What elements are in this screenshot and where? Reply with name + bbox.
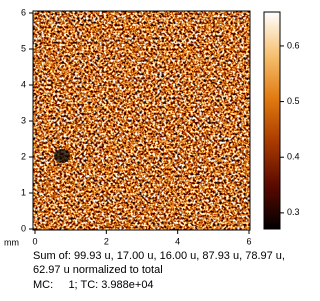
caption-line: 62.97 u normalized to total — [33, 264, 163, 276]
colorbar-tick-label: 0.6 — [287, 40, 300, 50]
colorbar — [263, 11, 281, 230]
x-tick-label: 4 — [175, 236, 180, 246]
x-axis-label: mm — [4, 237, 19, 247]
x-tick-label: 6 — [246, 236, 251, 246]
caption-line: Sum of: 99.93 u, 17.00 u, 16.00 u, 87.93… — [33, 250, 285, 262]
y-tick-label: 3 — [21, 115, 26, 125]
y-tick-label: 4 — [21, 79, 26, 89]
x-tick-label: 2 — [104, 236, 109, 246]
caption-line: MC: 1; TC: 3.988e+04 — [33, 279, 154, 291]
page: {"chart_data": { "type": "heatmap", "xli… — [4, 7, 300, 291]
chart: mm Sum of: 99.93 u, 17.00 u, 16.00 u, 87… — [4, 7, 300, 291]
y-tick-label: 2 — [21, 151, 26, 161]
y-tick-label: 1 — [21, 187, 26, 197]
y-tick-label: 6 — [21, 7, 26, 17]
y-tick-label: 0 — [21, 223, 26, 233]
x-tick-label: 0 — [32, 236, 37, 246]
y-tick-label: 5 — [21, 43, 26, 53]
heatmap-image — [33, 11, 250, 230]
colorbar-tick-label: 0.3 — [287, 207, 300, 217]
colorbar-tick-label: 0.5 — [287, 96, 300, 106]
colorbar-tick-label: 0.4 — [287, 152, 300, 162]
dark-spot — [54, 149, 70, 163]
